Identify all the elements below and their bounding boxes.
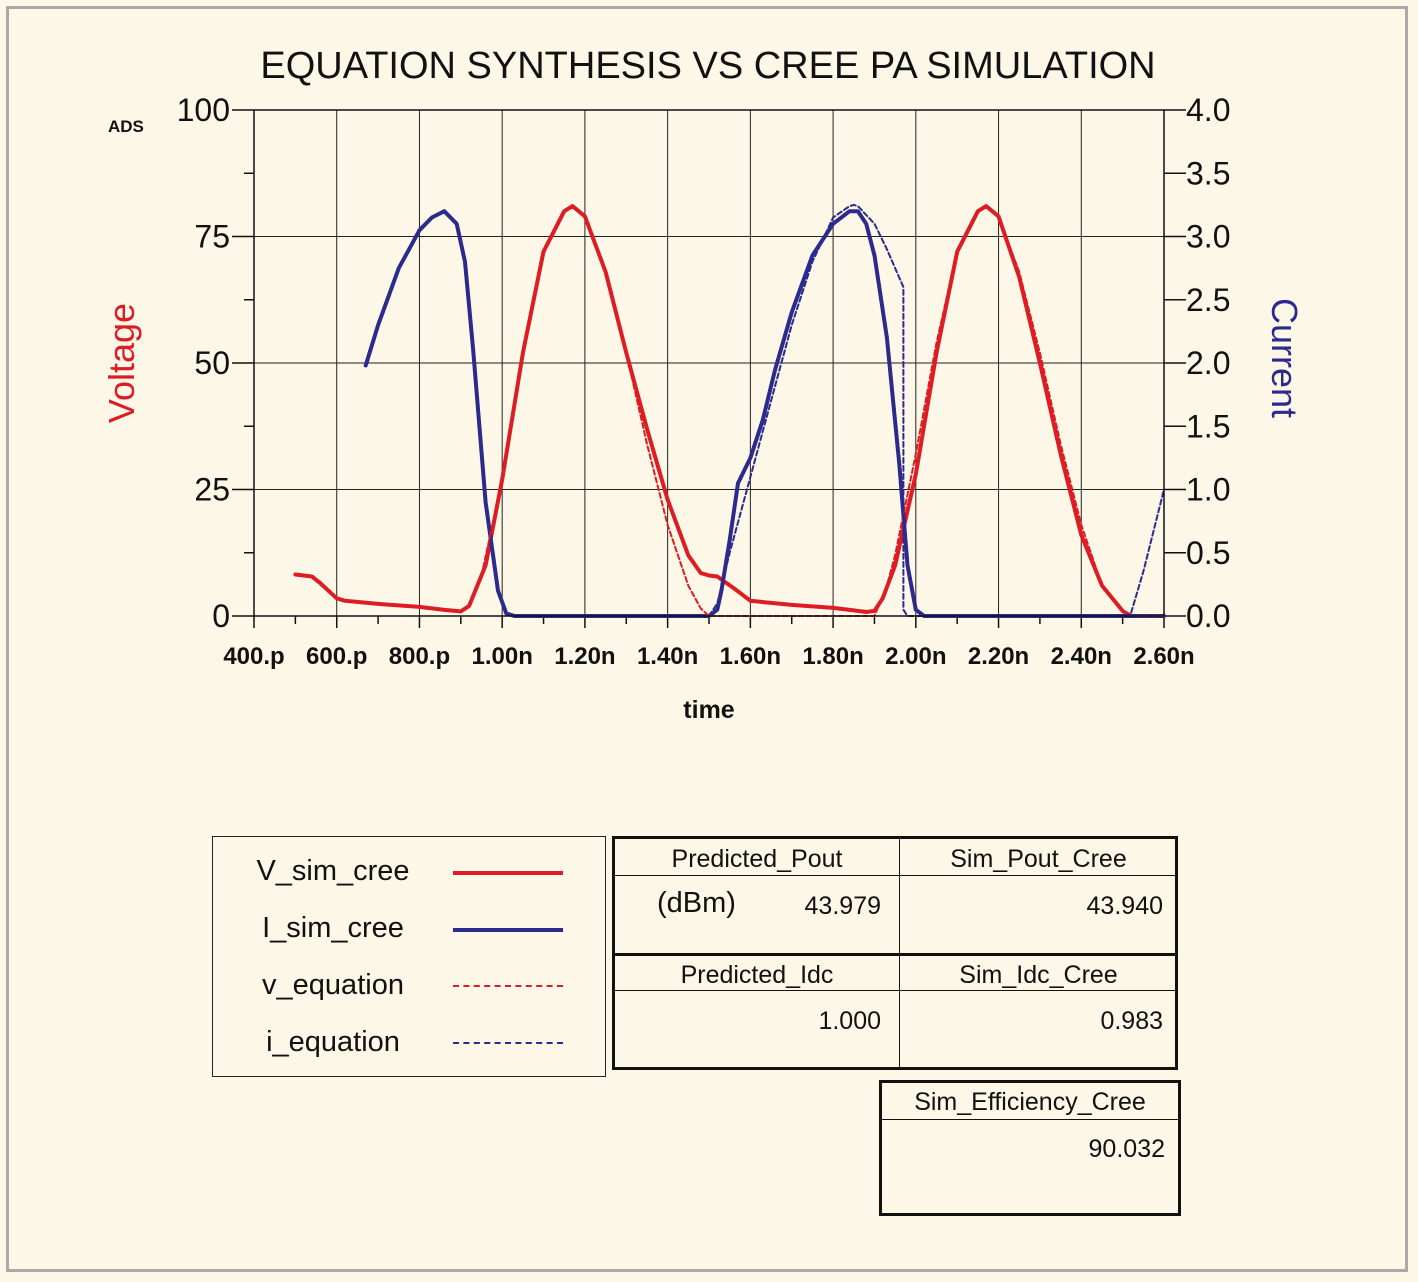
table-grid-h1 [882, 1119, 1178, 1120]
series-line-i-sim-cree [363, 209, 1166, 618]
y-left-tick-label: 0 [212, 598, 230, 634]
pout-unit: (dBm) [657, 887, 736, 919]
series-line-v-equation [480, 205, 1165, 617]
legend-label: v_equation [262, 969, 404, 1001]
y-right-tick-label: 3.0 [1186, 219, 1230, 255]
series-layer [293, 203, 1166, 618]
x-tick-label: 1.60n [720, 643, 781, 670]
y-left-label: Voltage [101, 303, 142, 423]
sim-idc-value: 0.983 [1100, 1007, 1163, 1035]
x-tick-label: 1.20n [554, 643, 615, 670]
legend-swatch-solid-blue [453, 928, 563, 932]
y-right-tick-label: 1.5 [1186, 408, 1230, 444]
legend-entry-v-sim-cree: V_sim_cree [213, 851, 605, 891]
x-tick-label: 1.80n [802, 643, 863, 670]
x-tick-label: 600.p [306, 643, 367, 670]
legend: V_sim_cree I_sim_cree v_equation i_equat… [212, 836, 606, 1077]
ticks: 400.p 600.p 800.p 1.00n 1.20n 1.40n 1.60n 1.80n… [177, 92, 1231, 670]
x-tick-label: 400.p [223, 643, 284, 670]
series-line-i-equation [708, 203, 1165, 617]
series-line-v-sim-cree [293, 204, 1166, 618]
y-right-tick-label: 0.0 [1186, 598, 1230, 634]
legend-swatch-dashed-red [453, 985, 563, 987]
x-tick-label: 2.40n [1051, 643, 1112, 670]
table-grid-h1 [615, 875, 1175, 876]
efficiency-table: Sim_Efficiency_Cree 90.032 [879, 1080, 1181, 1216]
table-grid-h3 [615, 990, 1175, 991]
y-right-tick-label: 2.5 [1186, 282, 1230, 318]
chart: EQUATION SYNTHESIS VS CREE PA SIMULATION… [101, 45, 1305, 724]
x-tick-label: 2.60n [1133, 643, 1194, 670]
predicted-idc-header: Predicted_Idc [680, 961, 834, 989]
x-tick-label: 2.00n [885, 643, 946, 670]
y-left-tick-label: 50 [194, 345, 230, 381]
sim-efficiency-header: Sim_Efficiency_Cree [914, 1088, 1146, 1116]
x-tick-label: 1.00n [471, 643, 532, 670]
y-right-tick-label: 2.0 [1186, 345, 1230, 381]
results-table: Predicted_Pout Sim_Pout_Cree (dBm) 43.97… [612, 836, 1178, 1070]
table-grid-h2 [615, 953, 1175, 956]
plot-border [253, 109, 1165, 617]
sim-idc-header: Sim_Idc_Cree [959, 961, 1118, 989]
ads-watermark: ADS [108, 117, 144, 136]
y-right-label: Current [1264, 298, 1305, 418]
y-right-tick-label: 3.5 [1186, 155, 1230, 191]
legend-entry-i-equation: i_equation [213, 1022, 605, 1062]
legend-label: I_sim_cree [262, 912, 404, 944]
y-left-tick-label: 25 [194, 472, 230, 508]
legend-label: i_equation [266, 1026, 400, 1058]
legend-entry-v-equation: v_equation [213, 965, 605, 1005]
x-tick-label: 1.40n [637, 643, 698, 670]
y-right-tick-label: 1.0 [1186, 472, 1230, 508]
legend-entry-i-sim-cree: I_sim_cree [213, 908, 605, 948]
grid [254, 110, 1164, 616]
y-right-tick-label: 4.0 [1186, 92, 1230, 128]
predicted-idc-value: 1.000 [818, 1007, 881, 1035]
sim-pout-header: Sim_Pout_Cree [950, 845, 1127, 873]
y-left-tick-label: 100 [177, 92, 230, 128]
legend-swatch-dashed-blue [453, 1042, 563, 1044]
sim-pout-value: 43.940 [1086, 892, 1163, 920]
predicted-pout-header: Predicted_Pout [671, 845, 843, 873]
predicted-pout-value: 43.979 [804, 892, 881, 920]
x-tick-label: 2.20n [968, 643, 1029, 670]
sim-efficiency-value: 90.032 [1088, 1135, 1165, 1163]
legend-swatch-solid-red [453, 871, 563, 875]
y-right-tick-label: 0.5 [1186, 535, 1230, 571]
table-grid-v [899, 839, 900, 1067]
x-axis-label: time [683, 696, 735, 724]
y-left-tick-label: 75 [194, 219, 230, 255]
legend-label: V_sim_cree [256, 855, 410, 887]
chart-title: EQUATION SYNTHESIS VS CREE PA SIMULATION [260, 45, 1155, 87]
x-tick-label: 800.p [389, 643, 450, 670]
